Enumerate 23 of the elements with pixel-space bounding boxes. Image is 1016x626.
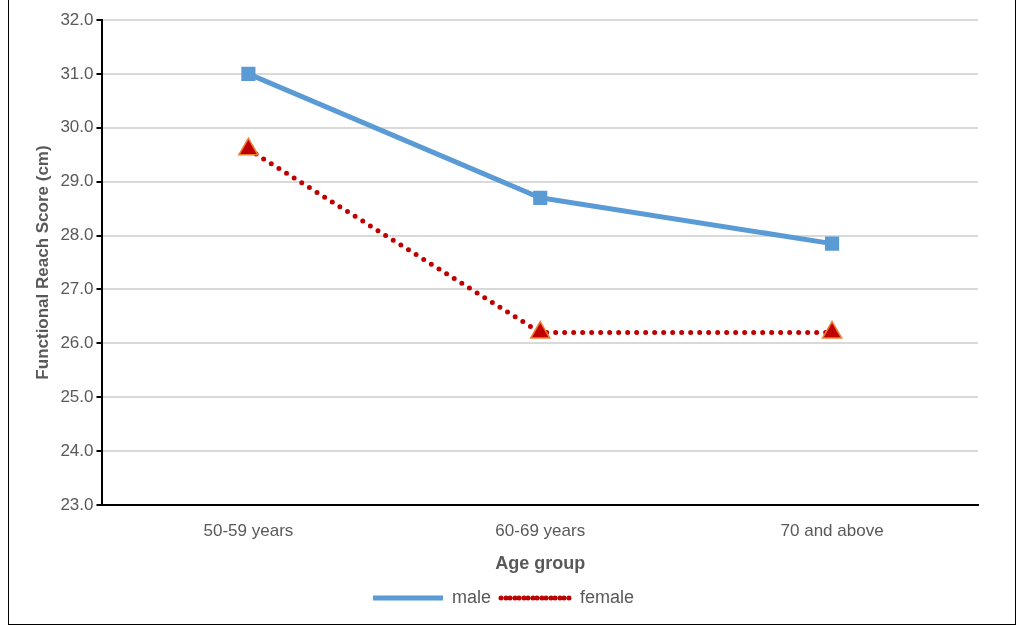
x-axis-title: Age group <box>495 553 586 574</box>
point <box>533 190 548 205</box>
y-tick-label: 31.0 <box>60 63 94 83</box>
y-tick-label: 28.0 <box>60 225 94 245</box>
x-tick-label: 70 and above <box>780 520 884 540</box>
point <box>529 320 551 339</box>
y-tick-label: 27.0 <box>60 279 94 299</box>
y-tick-label: 29.0 <box>60 171 94 191</box>
y-tick-label: 23.0 <box>60 494 94 514</box>
legend-label: female <box>579 586 635 607</box>
point <box>238 137 259 156</box>
y-axis-title: Functional Reach Score (cm) <box>32 145 52 380</box>
point <box>241 66 256 81</box>
y-tick-label: 30.0 <box>60 117 94 137</box>
x-tick-label: 50-59 years <box>203 520 294 540</box>
y-tick-label: 26.0 <box>60 333 94 353</box>
y-tick-label: 24.0 <box>60 440 94 460</box>
legend-label: male <box>451 586 491 607</box>
point <box>821 320 843 339</box>
point <box>825 236 840 251</box>
y-tick-label: 25.0 <box>60 386 94 406</box>
y-tick-label: 32.0 <box>60 9 94 29</box>
x-tick-label: 60-69 years <box>495 520 586 540</box>
